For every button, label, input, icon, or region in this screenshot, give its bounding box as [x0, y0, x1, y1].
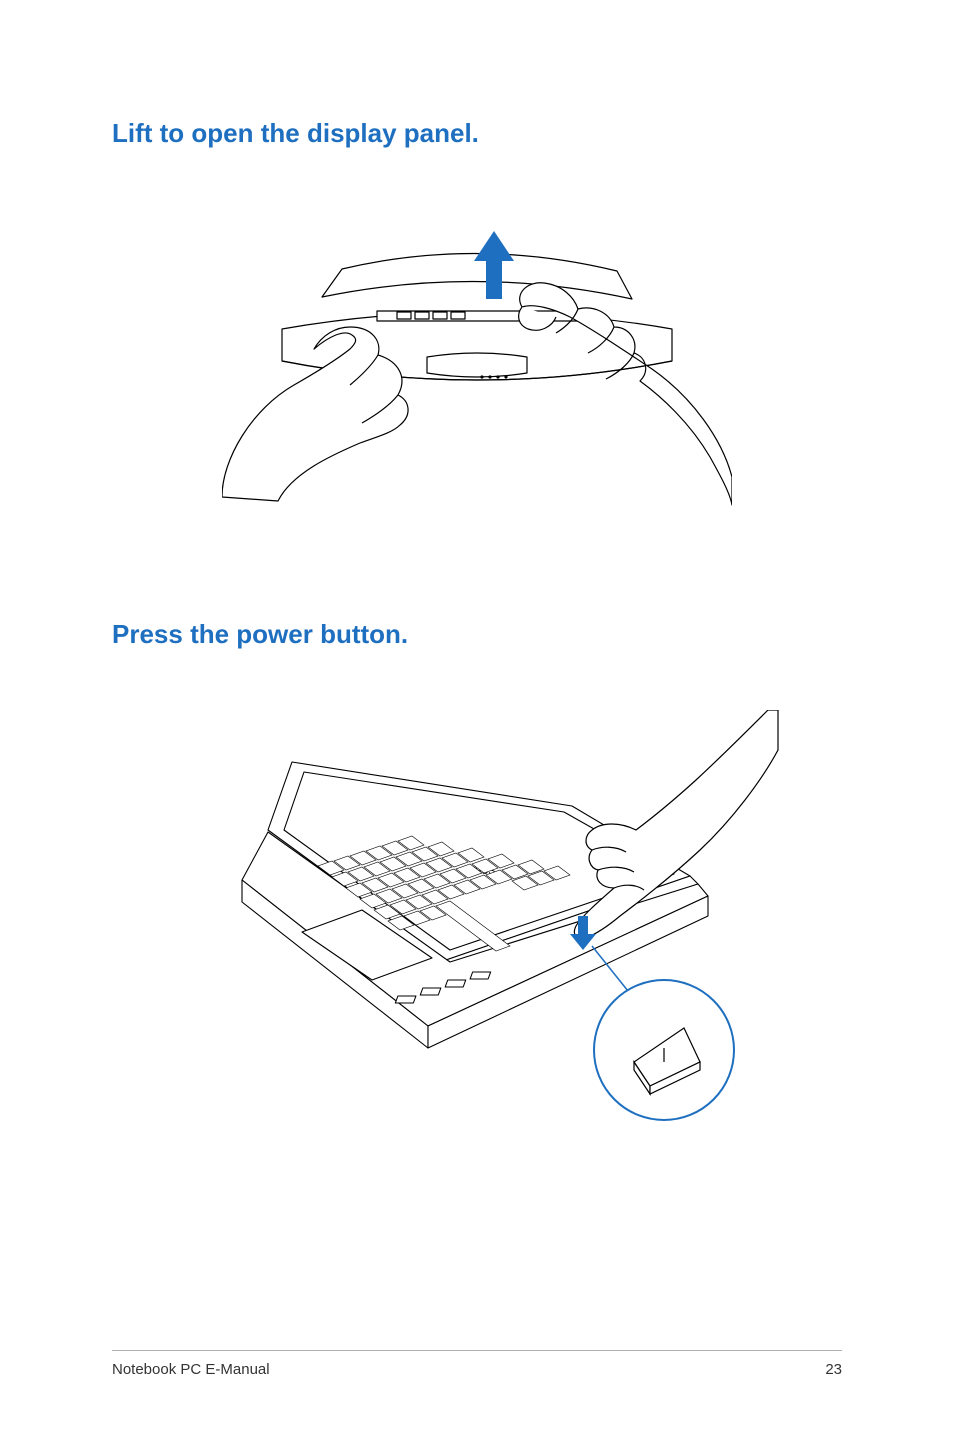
footer-page-number: 23 — [825, 1361, 842, 1378]
figure-press-power: /SUS — [162, 710, 842, 1140]
power-button-callout — [594, 980, 734, 1120]
page-footer: Notebook PC E-Manual 23 — [112, 1350, 842, 1378]
heading-press-power: Press the power button. — [112, 619, 842, 650]
illustration-lift-display — [222, 209, 732, 509]
manual-page: Lift to open the display panel. — [0, 0, 954, 1438]
heading-lift-display: Lift to open the display panel. — [112, 118, 842, 149]
footer-doc-title: Notebook PC E-Manual — [112, 1361, 270, 1378]
illustration-press-power: /SUS — [222, 710, 782, 1140]
figure-lift-display — [112, 209, 842, 509]
